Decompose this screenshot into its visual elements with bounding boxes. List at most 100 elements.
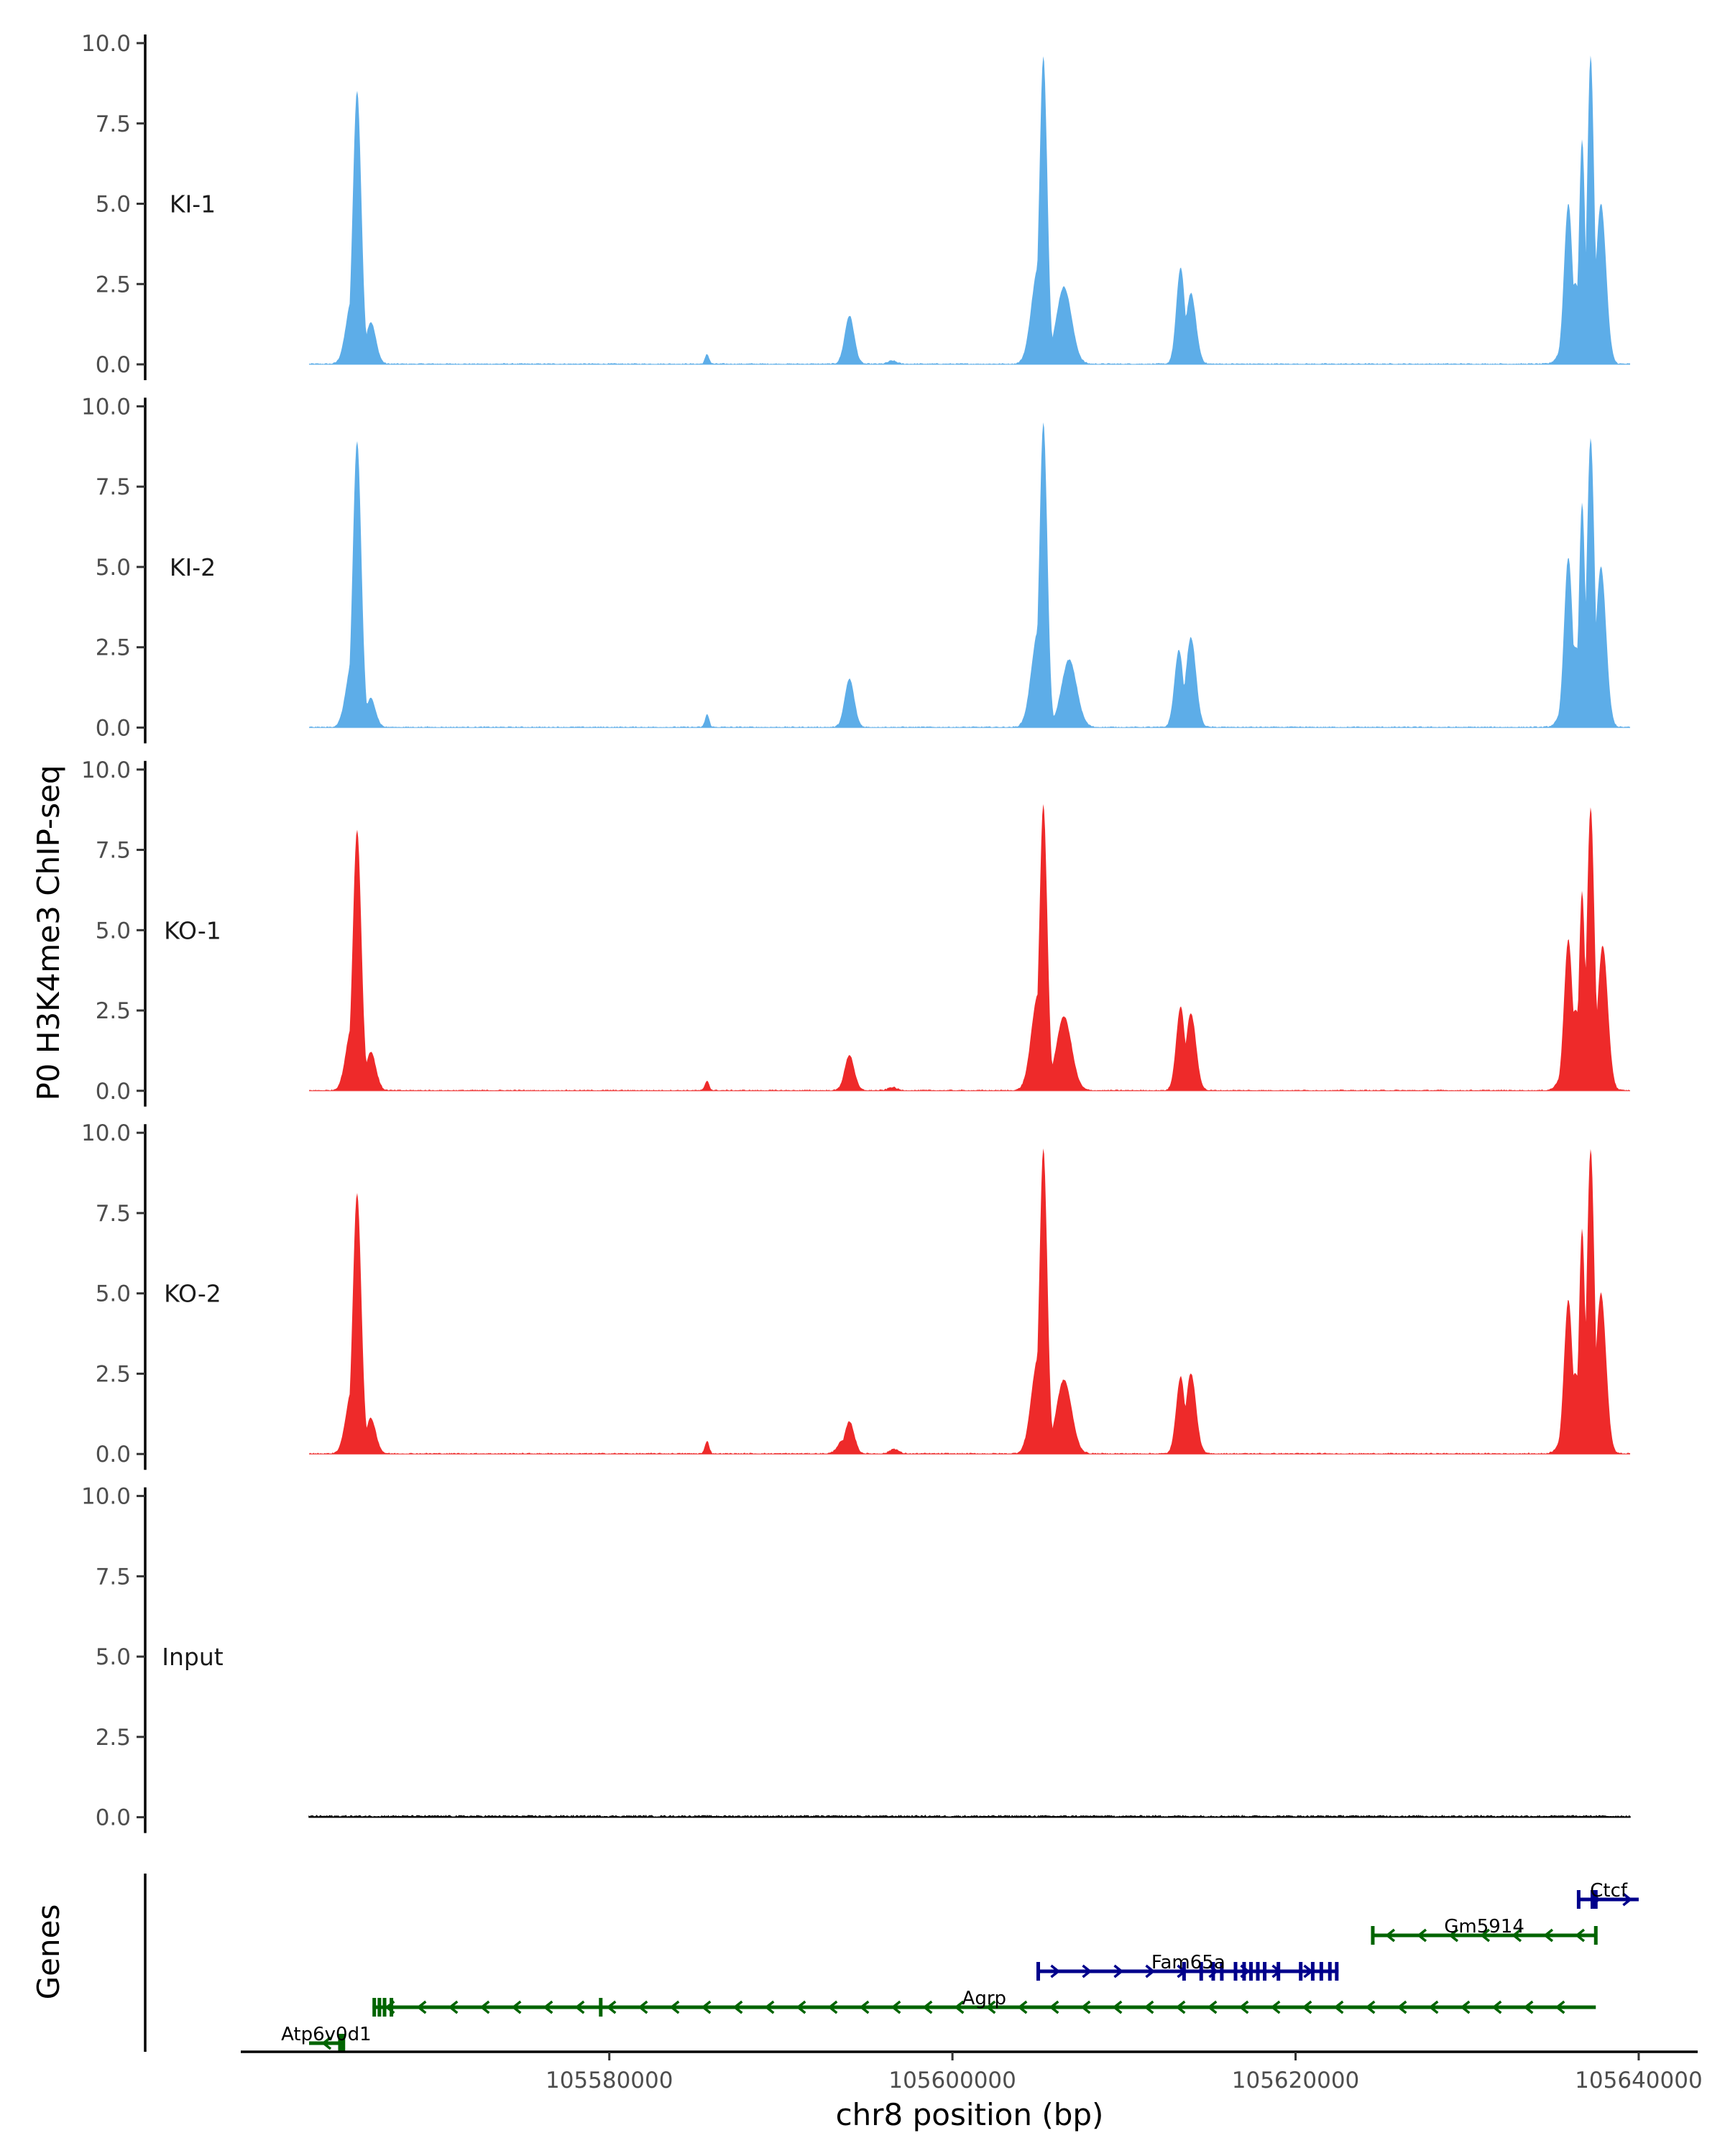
signal-area-ko-2 — [309, 1148, 1630, 1455]
exon — [1263, 1962, 1267, 1981]
exon — [1371, 1926, 1375, 1945]
gene-gm5914: Gm5914 — [1371, 1916, 1598, 1945]
strand-arrow — [954, 2000, 965, 2014]
y-axis-title: P0 H3K4me3 ChIP-seq — [31, 765, 66, 1100]
strand-arrow — [1113, 1964, 1124, 1978]
strand-arrow — [701, 2000, 712, 2014]
y-tick-label: 0.0 — [96, 1442, 131, 1468]
exon — [1576, 1890, 1581, 1909]
exon — [338, 2034, 342, 2053]
y-tick-label: 2.5 — [96, 1725, 131, 1751]
strand-arrow — [891, 2000, 901, 2014]
exon — [382, 1998, 387, 2017]
y-tick-label: 5.0 — [96, 192, 131, 218]
track-label: KI-1 — [170, 190, 216, 218]
strand-arrow — [1428, 2000, 1439, 2014]
y-tick-label: 2.5 — [96, 1361, 131, 1387]
y-tick-label: 7.5 — [96, 1201, 131, 1227]
exon — [1593, 1890, 1598, 1909]
y-tick-label: 0.0 — [96, 352, 131, 378]
strand-arrow — [1302, 2000, 1312, 2014]
strand-arrow — [1448, 1928, 1459, 1943]
x-axis: 105580000 105600000 105620000 105640000 — [241, 2050, 1703, 2093]
exon — [1593, 1926, 1598, 1945]
strand-arrow — [985, 2000, 996, 2014]
exon — [1319, 1962, 1323, 1981]
gene-label: Ctcf — [1590, 1880, 1628, 1902]
strand-arrow — [511, 2000, 522, 2014]
exon — [1248, 1962, 1253, 1981]
y-tick-label: 10.0 — [81, 394, 131, 420]
exon — [341, 2034, 346, 2053]
gene-label: Agrp — [962, 1988, 1006, 2009]
y-tick-label: 5.0 — [96, 918, 131, 944]
exon — [1211, 1962, 1215, 1981]
x-tick-label: 105640000 — [1575, 2068, 1703, 2093]
y-tick-label: 7.5 — [96, 474, 131, 500]
genes-axis-title: Genes — [31, 1904, 66, 2000]
exon — [372, 1998, 377, 2017]
strand-arrow — [479, 2000, 490, 2014]
gene-annotation-track: Atp6v0d1 Agrp Fam65a Gm5914 Ctcf — [144, 1874, 1639, 2053]
gene-label: Fam65a — [1151, 1952, 1225, 1973]
y-tick-label: 10.0 — [81, 31, 131, 57]
strand-arrow — [416, 2000, 427, 2014]
y-tick-label: 0.0 — [96, 1079, 131, 1105]
gene-atp6v0d1: Atp6v0d1 — [281, 2024, 372, 2053]
strand-arrow — [1112, 2000, 1123, 2014]
strand-arrow — [1417, 1928, 1427, 1943]
track-label: KI-2 — [170, 553, 216, 581]
y-tick-label: 10.0 — [81, 1120, 131, 1146]
y-tick-label: 7.5 — [96, 838, 131, 864]
exon — [1299, 1962, 1303, 1981]
exon — [1233, 1962, 1238, 1981]
y-tick-label: 10.0 — [81, 1484, 131, 1510]
exon — [1310, 1962, 1315, 1981]
strand-arrow — [764, 2000, 775, 2014]
exon — [1182, 1962, 1186, 1981]
strand-arrow — [1555, 2000, 1565, 2014]
exon — [1256, 1962, 1260, 1981]
strand-arrow — [1080, 2000, 1091, 2014]
exon — [599, 1998, 603, 2017]
track-label: KO-2 — [164, 1280, 221, 1308]
exon — [1220, 1962, 1224, 1981]
strand-arrow — [1017, 2000, 1028, 2014]
signal-area-ki-2 — [309, 422, 1630, 728]
strand-arrow — [574, 2000, 585, 2014]
x-axis-title: chr8 position (bp) — [836, 2097, 1104, 2132]
strand-arrow — [669, 2000, 680, 2014]
strand-arrow — [1238, 2000, 1249, 2014]
y-tick-label: 5.0 — [96, 1644, 131, 1670]
strand-arrow — [1385, 1928, 1396, 1943]
y-tick-label: 10.0 — [81, 757, 131, 783]
track-label: KO-1 — [164, 916, 221, 944]
track-ko-1: 0.0 2.5 5.0 7.5 10.0 KO-1 — [81, 757, 1630, 1107]
strand-arrow — [1480, 1928, 1491, 1943]
strand-arrow — [1049, 2000, 1059, 2014]
strand-arrow — [543, 2000, 553, 2014]
track-ki-2: 0.0 2.5 5.0 7.5 10.0 KI-2 — [81, 394, 1630, 744]
strand-arrow — [321, 2036, 332, 2050]
strand-arrow — [732, 2000, 743, 2014]
y-tick-label: 2.5 — [96, 272, 131, 298]
strand-arrow — [1523, 2000, 1534, 2014]
y-tick-label: 0.0 — [96, 715, 131, 741]
gene-fam65a: Fam65a — [1036, 1952, 1339, 1981]
strand-arrow — [1365, 2000, 1376, 2014]
strand-arrow — [1050, 1964, 1061, 1978]
track-label: Input — [162, 1643, 224, 1671]
signal-area-ki-1 — [309, 55, 1630, 364]
gene-label: Atp6v0d1 — [281, 2024, 372, 2045]
signal-area-ko-1 — [309, 803, 1630, 1091]
strand-arrow — [1575, 1928, 1586, 1943]
track-ki-1: 0.0 2.5 5.0 7.5 10.0 KI-1 — [81, 31, 1630, 380]
strand-arrow — [1622, 1892, 1633, 1907]
exon — [1242, 1962, 1246, 1981]
exon — [1036, 1962, 1040, 1981]
strand-arrow — [638, 2000, 648, 2014]
strand-arrow — [859, 2000, 870, 2014]
strand-arrow — [448, 2000, 459, 2014]
strand-arrow — [1082, 1964, 1092, 1978]
